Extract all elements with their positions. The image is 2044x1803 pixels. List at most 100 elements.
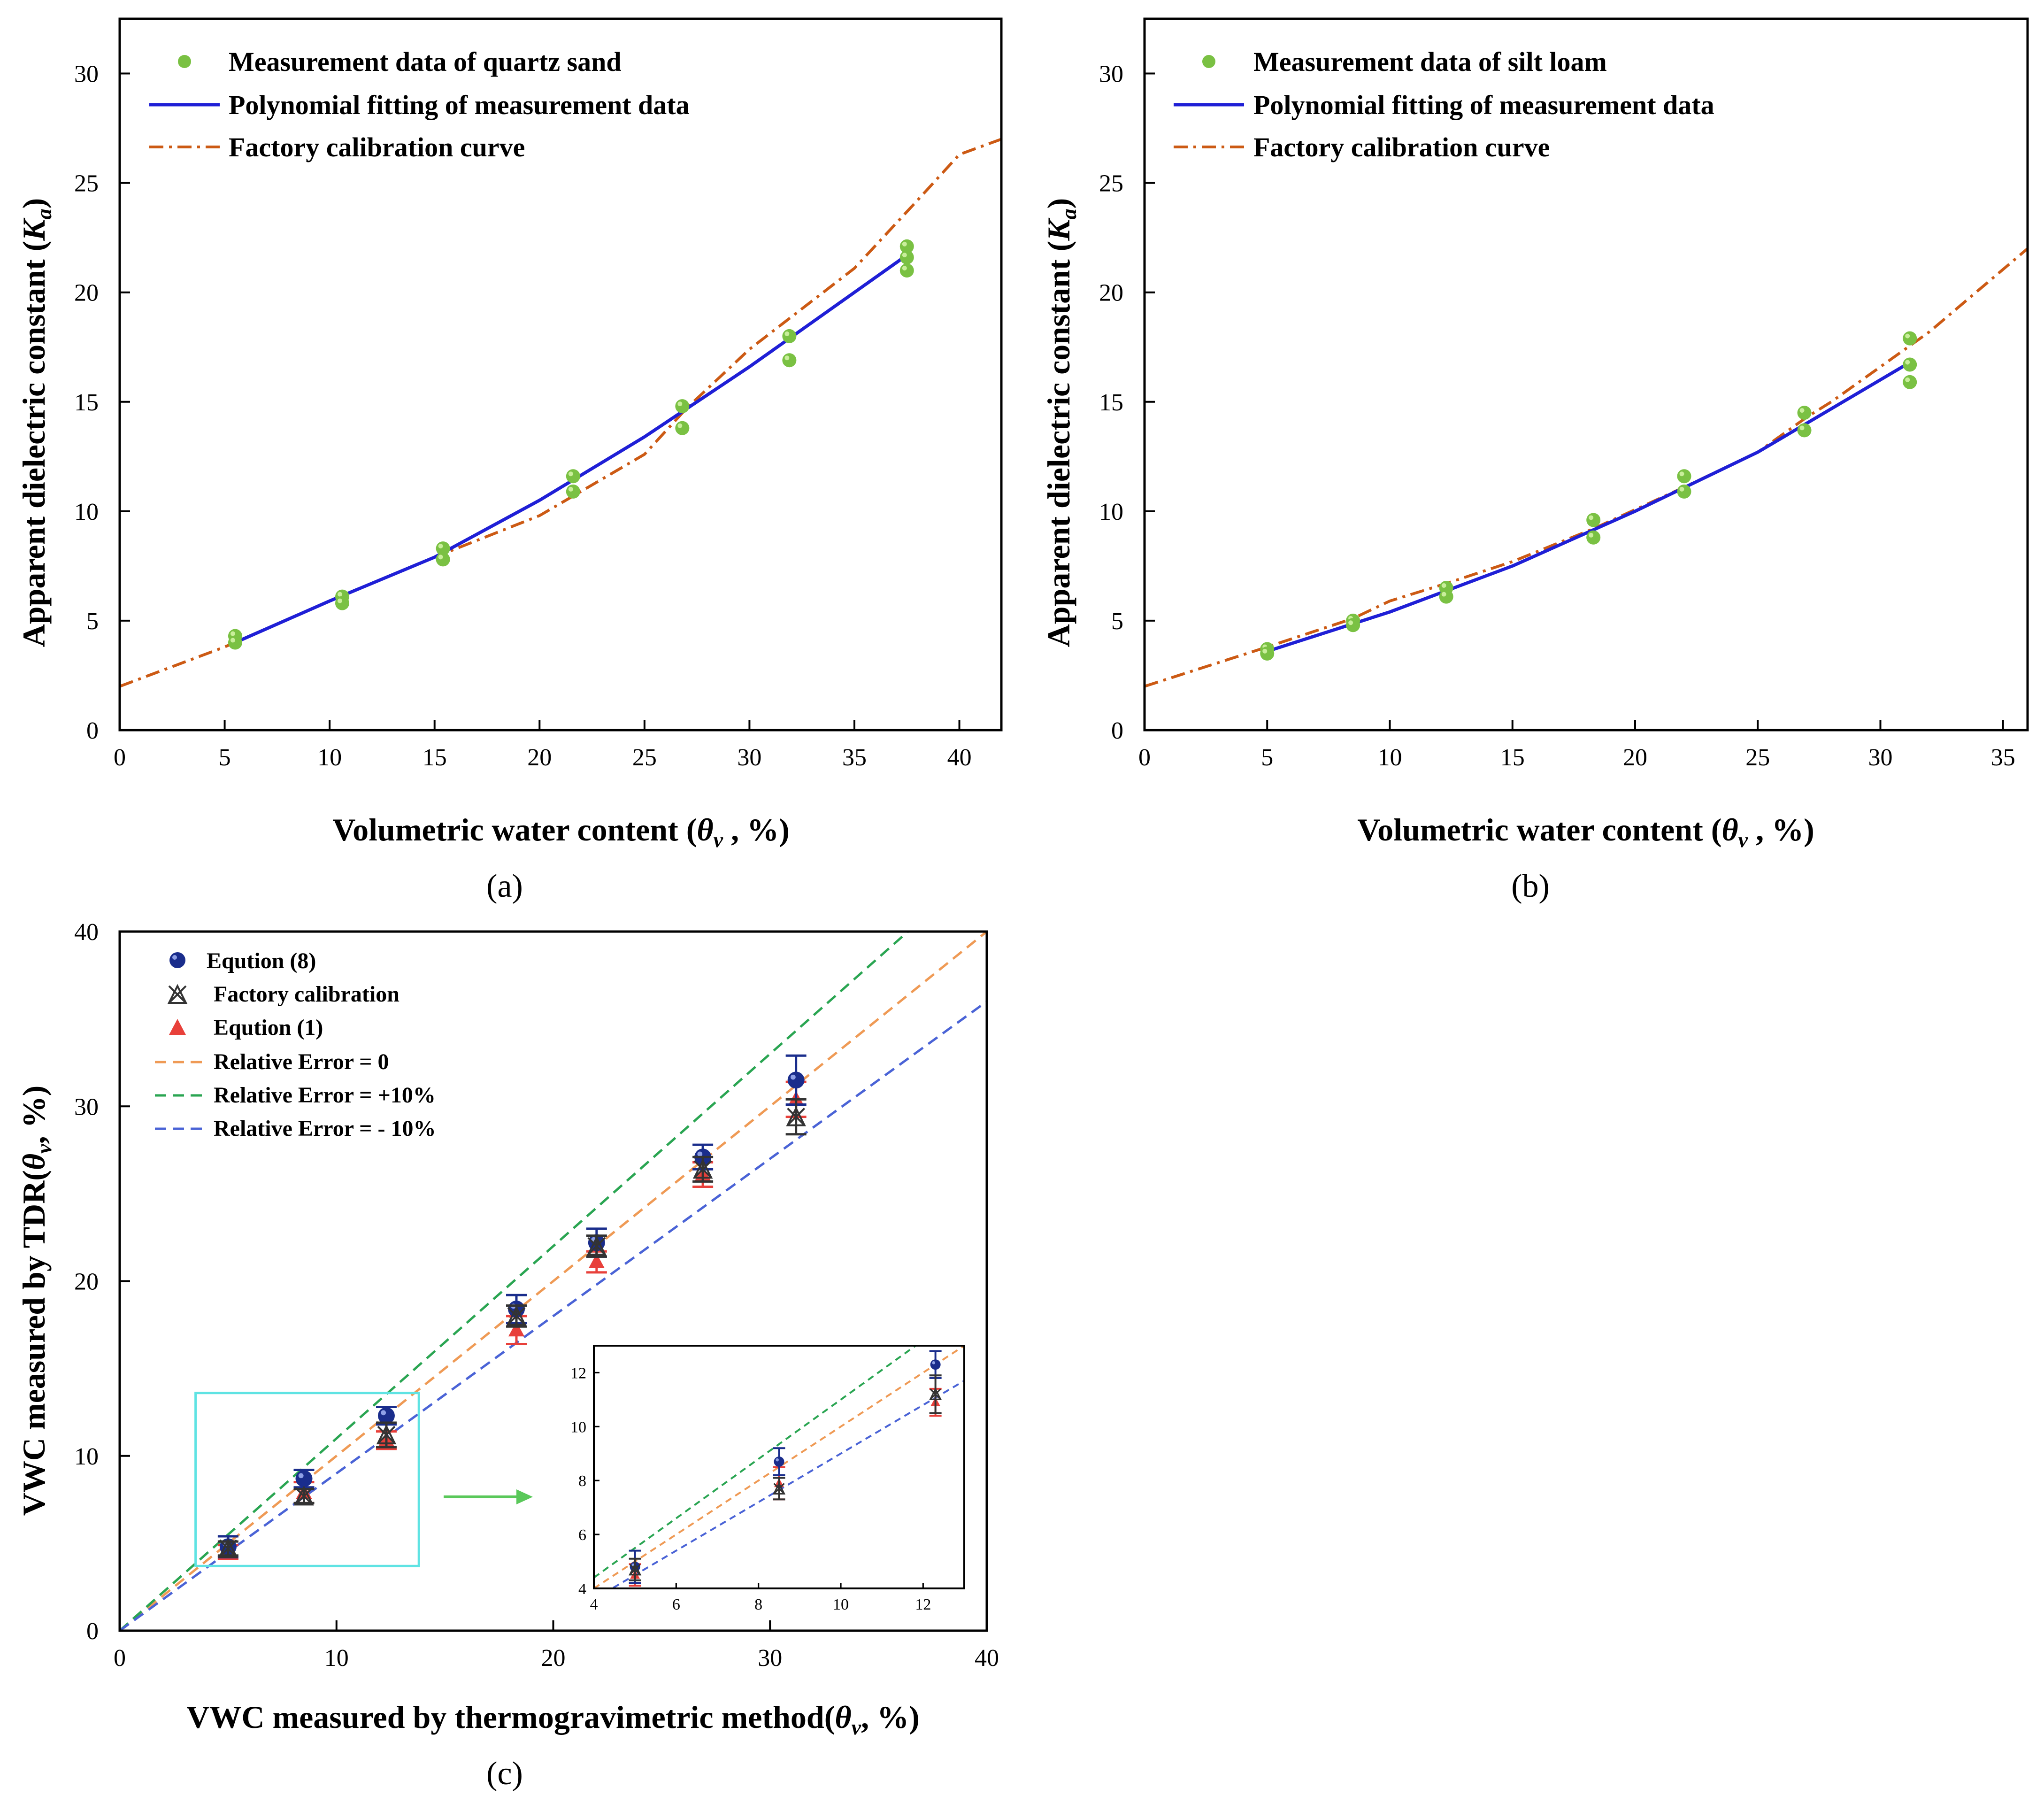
panel-a-y-tick-label: 20 xyxy=(74,280,99,307)
legend-a-points-marker xyxy=(178,55,191,68)
panel-b-y-tick-label: 5 xyxy=(1111,608,1123,635)
panel-c-y-tick-label: 0 xyxy=(86,1618,99,1645)
legend-c-eq1-marker xyxy=(169,1019,186,1035)
panel-a-y-tick-label: 15 xyxy=(74,389,99,416)
data-point-highlight xyxy=(568,471,573,477)
panel-a-label: (a) xyxy=(486,868,523,904)
data-point xyxy=(899,250,914,265)
eq8-marker-highlight xyxy=(298,1473,304,1479)
panel-c-x-tick-label: 30 xyxy=(758,1645,782,1672)
factory-marker-stroke xyxy=(507,1307,526,1325)
inset-x-tick-label: 8 xyxy=(754,1596,762,1613)
factory-marker-triangle xyxy=(586,1235,607,1256)
panel-c-x-tick-label: 20 xyxy=(541,1645,566,1672)
data-point xyxy=(1439,589,1453,604)
data-point-highlight xyxy=(677,401,683,407)
legend-c-eq1-label: Eqution (1) xyxy=(214,1015,323,1040)
panel-c-y-tick-label: 40 xyxy=(74,919,99,946)
panel-a-x-tick-label: 15 xyxy=(423,744,447,771)
data-point xyxy=(1903,375,1917,389)
data-point-highlight xyxy=(230,631,235,636)
eq1-marker xyxy=(508,1321,525,1337)
panel-a-legend: Measurement data of quartz sand Polynomi… xyxy=(149,46,690,162)
panel-b-y-tick-label: 20 xyxy=(1099,280,1123,307)
factory-marker xyxy=(929,1387,942,1400)
inset-y-tick-label: 8 xyxy=(578,1472,586,1490)
panel-b-x-tick-label: 10 xyxy=(1378,744,1402,771)
panel-b-chart: 0 5 10 15 20 25 30 35 0 5 10 15 20 25 30 xyxy=(1099,17,2029,771)
panel-a-y-tick-label: 5 xyxy=(86,608,99,635)
data-point xyxy=(1586,513,1601,527)
inset-y-tick-label: 12 xyxy=(570,1364,586,1382)
panel-a-y-axis-title: Apparent dielectric constant (Ka) xyxy=(16,198,56,647)
legend-c-reminus-label: Relative Error = - 10% xyxy=(214,1116,436,1141)
reference-line xyxy=(120,1000,987,1631)
panel-c-inset-chart: 4 6 8 10 12 4 6 8 10 12 xyxy=(570,1345,965,1613)
panel-a-x-axis-title: Volumetric water content (θv , %) xyxy=(332,812,790,852)
panel-c-x-tick-label: 0 xyxy=(114,1645,126,1672)
factory-marker-triangle xyxy=(772,1481,786,1495)
data-point-highlight xyxy=(1799,408,1805,413)
factory-marker-stroke xyxy=(773,1483,785,1495)
panel-b-y-tick-label: 25 xyxy=(1099,170,1123,197)
legend-c-replus-label: Relative Error = +10% xyxy=(214,1083,436,1108)
data-point xyxy=(1903,331,1917,346)
panel-a-y-tick-label: 10 xyxy=(74,499,99,525)
data-point xyxy=(1797,423,1812,438)
data-point xyxy=(899,263,914,278)
reference-line xyxy=(594,1346,964,1588)
panel-c-x-tick-label: 40 xyxy=(975,1645,999,1672)
data-point-highlight xyxy=(902,241,907,247)
panel-b-x-axis-title: Volumetric water content (θv , %) xyxy=(1357,812,1814,852)
panel-c-y-tick-label: 20 xyxy=(74,1269,99,1295)
data-point xyxy=(1677,469,1691,484)
data-point xyxy=(675,399,690,414)
reference-line xyxy=(594,1346,917,1579)
factory-marker xyxy=(692,1158,713,1179)
reference-line xyxy=(120,932,987,1631)
data-point-highlight xyxy=(1441,583,1446,588)
legend-a-fit-label: Polynomial fitting of measurement data xyxy=(229,90,690,120)
eq8-marker-highlight xyxy=(776,1458,779,1462)
panel-b-x-tick-label: 30 xyxy=(1868,744,1893,771)
legend-b-points-marker xyxy=(1202,55,1215,68)
panel-b-y-axis-title: Apparent dielectric constant (Ka) xyxy=(1041,198,1081,647)
data-point-highlight xyxy=(337,598,342,603)
factory-marker xyxy=(772,1481,786,1495)
data-point xyxy=(1677,484,1691,499)
factory-calibration-curve xyxy=(1145,247,2028,688)
panel-c-label: (c) xyxy=(486,1756,523,1792)
legend-c-re0-label: Relative Error = 0 xyxy=(214,1049,389,1074)
data-point xyxy=(782,353,797,368)
zoom-region-box xyxy=(194,1392,420,1567)
factory-marker-stroke xyxy=(693,1160,712,1179)
data-point xyxy=(675,421,690,435)
factory-marker-triangle xyxy=(376,1424,397,1445)
eq8-marker xyxy=(787,1071,805,1089)
factory-marker xyxy=(506,1305,527,1325)
data-point-highlight xyxy=(1905,360,1910,365)
data-point-highlight xyxy=(438,544,443,549)
factory-marker-triangle xyxy=(629,1563,642,1576)
panel-c-y-axis-title: VWC measured by TDR(θv, %) xyxy=(16,1086,56,1516)
data-point xyxy=(1346,618,1360,632)
panel-a-plot-frame xyxy=(118,17,1003,732)
eq8-marker xyxy=(774,1456,784,1467)
panel-b-legend: Measurement data of silt loam Polynomial… xyxy=(1174,46,1714,162)
legend-a-factory-label: Factory calibration curve xyxy=(229,132,525,162)
panel-b-plot-area xyxy=(1145,247,2028,688)
legend-b-fit-label: Polynomial fitting of measurement data xyxy=(1253,90,1714,120)
factory-marker-stroke xyxy=(219,1539,238,1558)
panel-a-y-tick-label: 25 xyxy=(74,170,99,197)
panel-b-x-tick-label: 0 xyxy=(1138,744,1151,771)
data-point-highlight xyxy=(1799,425,1805,431)
panel-b-x-tick-label: 20 xyxy=(1623,744,1647,771)
panel-c-chart: 0 10 20 30 40 0 10 20 30 40 xyxy=(74,919,999,1672)
panel-c-y-tick-label: 10 xyxy=(74,1443,99,1470)
data-point xyxy=(436,552,450,567)
panel-b-label: (b) xyxy=(1511,868,1550,904)
panel-b-plot-frame xyxy=(1143,17,2029,732)
data-point-highlight xyxy=(784,355,790,361)
factory-marker-stroke xyxy=(295,1487,313,1505)
